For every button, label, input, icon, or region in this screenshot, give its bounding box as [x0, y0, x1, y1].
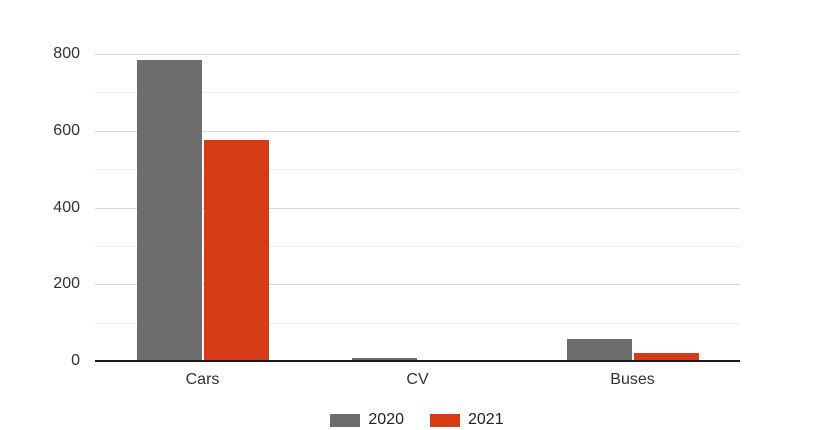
chart-legend: 2020 2021	[0, 412, 834, 428]
legend-item-2021[interactable]: 2021	[430, 412, 504, 428]
bar-buses-2021[interactable]	[634, 353, 699, 361]
x-category-label-buses: Buses	[610, 371, 655, 388]
minor-gridline-100	[95, 323, 740, 324]
x-axis-line	[95, 360, 740, 362]
y-tick-label-0: 0	[71, 352, 80, 369]
legend-swatch-2021	[430, 413, 460, 427]
bar-cars-2020[interactable]	[137, 60, 202, 361]
y-tick-label-800: 800	[53, 45, 80, 62]
minor-gridline-300	[95, 246, 740, 247]
major-gridline-600	[95, 131, 740, 132]
y-tick-label-400: 400	[53, 199, 80, 216]
minor-gridline-700	[95, 92, 740, 93]
bar-cv-2020[interactable]	[352, 358, 417, 361]
legend-label-2021: 2021	[468, 411, 504, 428]
major-gridline-200	[95, 284, 740, 285]
legend-label-2020: 2020	[368, 411, 404, 428]
major-gridline-800	[95, 54, 740, 55]
legend-item-2020[interactable]: 2020	[330, 412, 404, 428]
y-tick-label-600: 600	[53, 122, 80, 139]
bar-cars-2021[interactable]	[204, 140, 269, 361]
legend-swatch-2020	[330, 413, 361, 427]
x-category-label-cv: CV	[406, 371, 429, 388]
major-gridline-400	[95, 208, 740, 209]
bar-buses-2020[interactable]	[567, 339, 632, 361]
y-tick-label-200: 200	[53, 275, 80, 292]
minor-gridline-500	[95, 169, 740, 170]
x-category-label-cars: Cars	[185, 371, 220, 388]
